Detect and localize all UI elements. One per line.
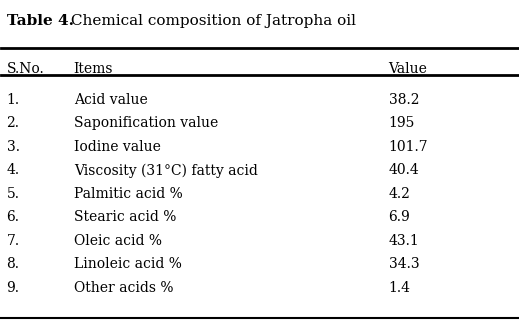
Text: 40.4: 40.4 — [389, 163, 419, 177]
Text: 43.1: 43.1 — [389, 234, 419, 248]
Text: 8.: 8. — [7, 257, 20, 271]
Text: Linoleic acid %: Linoleic acid % — [74, 257, 182, 271]
Text: 1.: 1. — [7, 93, 20, 107]
Text: Stearic acid %: Stearic acid % — [74, 210, 176, 224]
Text: 1.4: 1.4 — [389, 281, 411, 295]
Text: 2.: 2. — [7, 116, 20, 130]
Text: Palmitic acid %: Palmitic acid % — [74, 187, 182, 201]
Text: S.No.: S.No. — [7, 63, 44, 76]
Text: Oleic acid %: Oleic acid % — [74, 234, 161, 248]
Text: Acid value: Acid value — [74, 93, 147, 107]
Text: 7.: 7. — [7, 234, 20, 248]
Text: 6.9: 6.9 — [389, 210, 411, 224]
Text: Other acids %: Other acids % — [74, 281, 173, 295]
Text: 6.: 6. — [7, 210, 20, 224]
Text: 4.: 4. — [7, 163, 20, 177]
Text: 195: 195 — [389, 116, 415, 130]
Text: 9.: 9. — [7, 281, 20, 295]
Text: 4.2: 4.2 — [389, 187, 411, 201]
Text: 34.3: 34.3 — [389, 257, 419, 271]
Text: 3.: 3. — [7, 140, 20, 154]
Text: 5.: 5. — [7, 187, 20, 201]
Text: Saponification value: Saponification value — [74, 116, 218, 130]
Text: 38.2: 38.2 — [389, 93, 419, 107]
Text: Viscosity (31°C) fatty acid: Viscosity (31°C) fatty acid — [74, 163, 257, 178]
Text: 101.7: 101.7 — [389, 140, 428, 154]
Text: Iodine value: Iodine value — [74, 140, 160, 154]
Text: Items: Items — [74, 63, 113, 76]
Text: Chemical composition of Jatropha oil: Chemical composition of Jatropha oil — [66, 14, 356, 28]
Text: Value: Value — [389, 63, 428, 76]
Text: Table 4.: Table 4. — [7, 14, 74, 28]
